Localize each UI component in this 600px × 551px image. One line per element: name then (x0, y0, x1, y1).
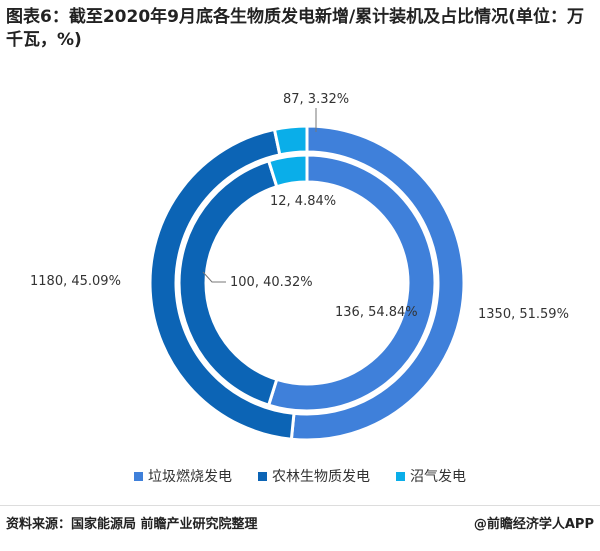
brand-text: @前瞻经济学人APP (473, 517, 594, 532)
legend: 垃圾燃烧发电 农林生物质发电 沼气发电 (0, 466, 600, 486)
legend-item-agri: 农林生物质发电 (258, 466, 370, 486)
divider (0, 505, 600, 506)
slice-inner-0 (266, 153, 437, 413)
source-text: 资料来源：国家能源局 前瞻产业研究院整理 (6, 517, 258, 532)
legend-swatch (396, 471, 405, 481)
data-label-inner-1: 100, 40.32% (230, 275, 313, 290)
data-label-outer-0: 1350, 51.59% (478, 307, 569, 322)
legend-swatch (258, 471, 267, 481)
legend-label: 沼气发电 (410, 469, 466, 485)
footer: 资料来源：国家能源局 前瞻产业研究院整理 @前瞻经济学人APP (6, 513, 594, 532)
legend-item-biogas: 沼气发电 (396, 466, 466, 486)
data-label-inner-2: 12, 4.84% (270, 194, 336, 209)
chart-title: 图表6：截至2020年9月底各生物质发电新增/累计装机及占比情况(单位：万千瓦，… (6, 7, 584, 50)
data-label-outer-2: 87, 3.32% (283, 92, 349, 107)
data-label-inner-0: 136, 54.84% (335, 305, 418, 320)
slice-inner-2 (266, 153, 309, 189)
legend-item-garbage: 垃圾燃烧发电 (134, 466, 232, 486)
slice-outer-2 (272, 124, 309, 157)
legend-swatch (134, 471, 143, 481)
leader-line (202, 271, 226, 283)
legend-label: 农林生物质发电 (272, 469, 370, 485)
legend-label: 垃圾燃烧发电 (148, 469, 232, 485)
data-label-outer-1: 1180, 45.09% (30, 274, 121, 289)
